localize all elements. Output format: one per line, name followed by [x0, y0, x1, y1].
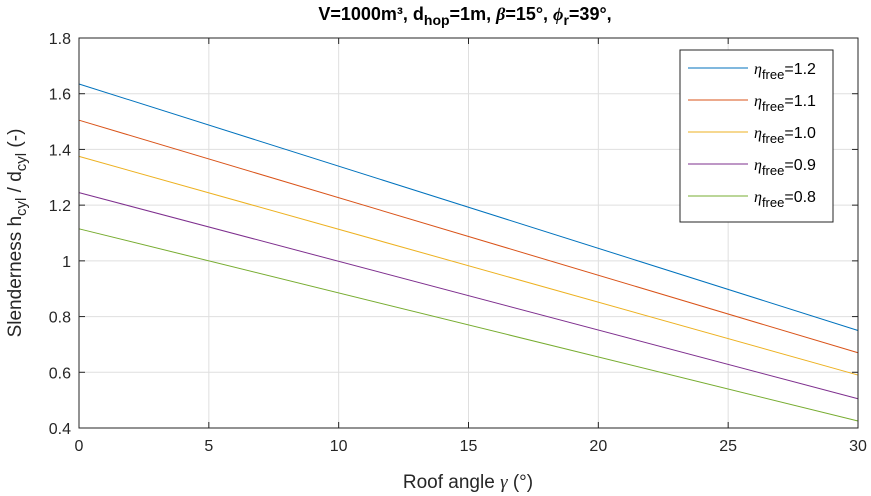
series-line-2 — [78, 155, 859, 376]
x-tick-label: 0 — [75, 438, 84, 455]
y-tick-label: 0.8 — [49, 310, 71, 327]
legend-box — [679, 49, 834, 223]
series-line-4 — [78, 228, 859, 422]
series-line-3 — [78, 192, 859, 400]
y-axis-label-c: (-) — [5, 129, 26, 153]
legend-subscript: free — [762, 163, 784, 178]
legend-label: =1.0 — [784, 125, 816, 142]
legend-symbol: η — [754, 93, 762, 110]
x-axis-label-gamma: γ — [500, 472, 508, 493]
legend-entry-3: ηfree=0.9 — [754, 157, 816, 178]
title-mid2: =15°, — [505, 4, 553, 24]
ticks: 0 5 10 15 20 25 30 0.4 0.6 0.8 1 1.2 1.4 1.6 1.8 — [49, 31, 867, 455]
legend-entry-4: ηfree=0.8 — [754, 189, 816, 210]
legend-label: =0.9 — [784, 157, 816, 174]
x-tick-label: 5 — [204, 438, 213, 455]
legend-symbol: η — [754, 189, 762, 206]
title-suffix: =39°, — [569, 4, 612, 24]
y-axis-label-sub2: cyl — [13, 153, 30, 171]
x-tick-label: 15 — [460, 438, 478, 455]
title-phi: ϕ — [553, 4, 563, 24]
x-tick-label: 10 — [330, 438, 348, 455]
series-line-1 — [78, 119, 859, 354]
legend: ηfree=1.2ηfree=1.1ηfree=1.0ηfree=0.9ηfre… — [679, 49, 834, 223]
legend-symbol: η — [754, 157, 762, 174]
y-axis-label-sub1: cyl — [13, 198, 30, 216]
y-tick-label: 0.6 — [49, 365, 71, 382]
title-prefix: V=1000m³, d — [318, 4, 424, 24]
legend-label: =0.8 — [784, 189, 816, 206]
legend-entry-2: ηfree=1.0 — [754, 125, 816, 146]
legend-symbol: η — [754, 61, 762, 78]
legend-subscript: free — [762, 99, 784, 114]
x-tick-label: 30 — [849, 438, 867, 455]
y-tick-label: 0.4 — [49, 421, 71, 438]
x-tick-label: 20 — [589, 438, 607, 455]
y-axis-label: Slenderness hcyl / dcyl (-) — [5, 129, 30, 338]
title-sub-r: r — [563, 12, 569, 28]
legend-label: =1.2 — [784, 61, 816, 78]
legend-subscript: free — [762, 195, 784, 210]
legend-label: =1.1 — [784, 93, 816, 110]
x-tick-label: 25 — [719, 438, 737, 455]
legend-entry-0: ηfree=1.2 — [754, 61, 816, 82]
x-axis-label: Roof angle γ (°) — [403, 472, 533, 493]
series-line-0 — [78, 83, 859, 331]
title-sub-hop: hop — [424, 12, 450, 28]
y-axis-label-b: / d — [5, 171, 26, 197]
legend-subscript: free — [762, 131, 784, 146]
y-tick-label: 1.6 — [49, 87, 71, 104]
y-tick-label: 1.2 — [49, 198, 71, 215]
legend-subscript: free — [762, 67, 784, 82]
title-beta: β — [495, 4, 506, 24]
y-axis-label-a: Slenderness h — [5, 216, 26, 337]
y-tick-label: 1.8 — [49, 31, 71, 48]
title-mid1: =1m, — [450, 4, 497, 24]
x-axis-label-unit: (°) — [508, 472, 534, 493]
series-group — [78, 83, 859, 422]
chart-title: V=1000m³, dhop=1m, β=15°, ϕr=39°, — [318, 4, 611, 28]
y-tick-label: 1.4 — [49, 142, 71, 159]
legend-entry-1: ηfree=1.1 — [754, 93, 816, 114]
legend-symbol: η — [754, 125, 762, 142]
x-axis-label-text: Roof angle — [403, 472, 500, 493]
y-tick-label: 1 — [62, 254, 71, 271]
